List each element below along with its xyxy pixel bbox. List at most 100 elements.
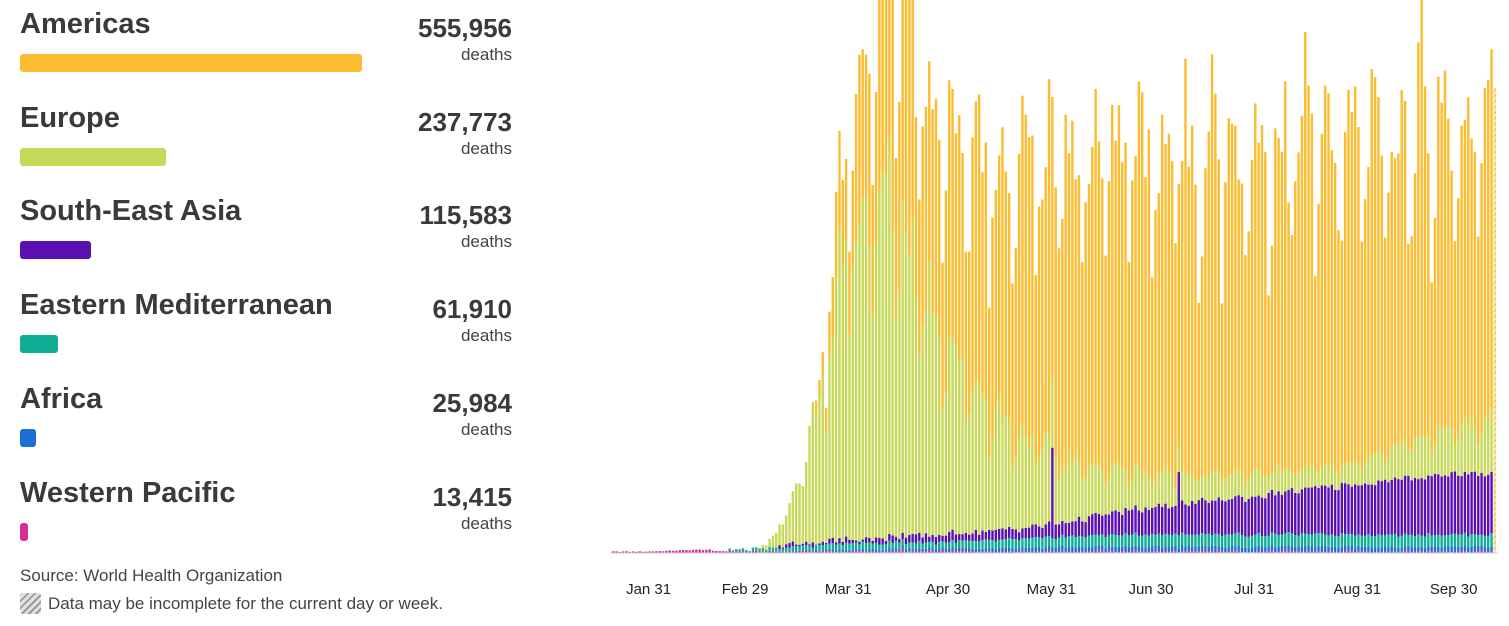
bar-segment bbox=[1250, 496, 1254, 536]
bar-segment bbox=[1131, 534, 1134, 547]
region-bar bbox=[20, 241, 92, 259]
bar-segment bbox=[1234, 496, 1237, 534]
bar-segment bbox=[824, 542, 828, 544]
bar-segment bbox=[1107, 550, 1111, 553]
bar-segment bbox=[818, 545, 821, 551]
region-africa[interactable]: Africa 25,984 deaths bbox=[20, 375, 515, 465]
bar-segment bbox=[1493, 551, 1497, 553]
bar-segment bbox=[1224, 182, 1227, 479]
bar-segment bbox=[778, 549, 781, 552]
bar-segment bbox=[1187, 534, 1190, 546]
bar-segment bbox=[1457, 546, 1460, 552]
bar-segment bbox=[1137, 546, 1141, 552]
bar-segment bbox=[991, 547, 994, 552]
bar-segment bbox=[1417, 479, 1420, 535]
bar-segment bbox=[1443, 546, 1447, 552]
region-europe[interactable]: Europe 237,773 deaths bbox=[20, 94, 515, 184]
bar-segment bbox=[1167, 471, 1171, 509]
bar-segment bbox=[708, 549, 711, 553]
bar-segment bbox=[821, 375, 825, 542]
bar-segment bbox=[1403, 533, 1407, 547]
bar-segment bbox=[1074, 521, 1077, 538]
bar-segment bbox=[1447, 118, 1450, 427]
bar-segment bbox=[1034, 537, 1037, 547]
bar-segment bbox=[1450, 472, 1453, 534]
bar-segment bbox=[1417, 534, 1420, 547]
bar-segment bbox=[831, 551, 834, 553]
bar-segment bbox=[934, 550, 938, 553]
bar-segment bbox=[1197, 534, 1200, 547]
bar-segment bbox=[758, 547, 761, 549]
x-tick-label: Jul 31 bbox=[1234, 581, 1274, 598]
bar-segment bbox=[884, 0, 888, 175]
bar-segment bbox=[1430, 551, 1433, 553]
bar-segment bbox=[1280, 545, 1284, 552]
bar-segment bbox=[1031, 537, 1034, 548]
bar-segment bbox=[1137, 510, 1141, 536]
bar-segment bbox=[1220, 546, 1224, 552]
region-south-east-asia[interactable]: South-East Asia 115,583 deaths bbox=[20, 187, 515, 277]
bar-segment bbox=[831, 543, 834, 550]
bar-segment bbox=[1463, 471, 1467, 533]
bar-segment bbox=[1207, 546, 1210, 552]
bar-segment bbox=[958, 534, 961, 540]
bar-segment bbox=[1210, 535, 1214, 546]
bar-segment bbox=[1141, 478, 1144, 513]
bar-segment bbox=[1180, 545, 1184, 552]
bar-segment bbox=[1420, 551, 1423, 553]
bar-segment bbox=[678, 550, 681, 553]
bar-segment bbox=[984, 547, 988, 551]
region-americas[interactable]: Americas 555,956 deaths bbox=[20, 0, 515, 90]
bar-segment bbox=[1423, 479, 1427, 537]
bar-segment bbox=[1473, 551, 1477, 553]
bar-segment bbox=[1287, 202, 1290, 471]
bar-segment bbox=[1307, 534, 1310, 546]
bar-segment bbox=[655, 551, 658, 553]
bar-segment bbox=[1370, 484, 1373, 536]
bar-segment bbox=[908, 255, 911, 536]
bar-segment bbox=[1160, 547, 1164, 552]
bar-segment bbox=[1001, 551, 1004, 553]
bar-segment bbox=[1453, 551, 1457, 553]
bar-segment bbox=[824, 408, 828, 431]
bar-segment bbox=[997, 155, 1001, 395]
bar-segment bbox=[977, 94, 981, 383]
bar-segment bbox=[1197, 481, 1200, 501]
bar-segment bbox=[1154, 551, 1157, 553]
region-eastern-mediterranean[interactable]: Eastern Mediterranean 61,910 deaths bbox=[20, 281, 515, 371]
bar-segment bbox=[961, 551, 964, 553]
bar-segment bbox=[1071, 521, 1074, 536]
bar-segment bbox=[838, 551, 841, 553]
bar-segment bbox=[1493, 472, 1497, 535]
bar-segment bbox=[1061, 545, 1064, 551]
bar-segment bbox=[1174, 505, 1177, 534]
bar-segment bbox=[1274, 547, 1277, 553]
bar-segment bbox=[1154, 478, 1157, 508]
bar-segment bbox=[848, 251, 851, 335]
bar-segment bbox=[1101, 550, 1104, 553]
bar-segment bbox=[1237, 179, 1240, 470]
bar-segment bbox=[971, 533, 974, 542]
bar-segment bbox=[1257, 551, 1260, 553]
bar-segment bbox=[1367, 551, 1370, 553]
bar-segment bbox=[1014, 548, 1017, 553]
bar-segment bbox=[1304, 487, 1307, 534]
bar-segment bbox=[1007, 551, 1011, 553]
bar-segment bbox=[1300, 115, 1304, 470]
bar-segment bbox=[1170, 475, 1174, 507]
bar-segment bbox=[1400, 479, 1403, 536]
bar-segment bbox=[1274, 495, 1277, 534]
bar-segment bbox=[1294, 535, 1297, 547]
region-bar bbox=[20, 429, 36, 447]
bar-segment bbox=[1467, 536, 1470, 548]
bar-segment bbox=[1477, 475, 1480, 535]
bar-segment bbox=[1200, 551, 1204, 553]
bar-segment bbox=[987, 307, 991, 457]
bar-segment bbox=[1237, 532, 1240, 546]
region-western-pacific[interactable]: Western Pacific 13,415 deaths bbox=[20, 469, 515, 559]
bar-segment bbox=[838, 130, 841, 227]
bar-segment bbox=[1017, 540, 1021, 549]
bar-segment bbox=[1230, 550, 1234, 553]
bar-segment bbox=[725, 551, 728, 553]
bar-segment bbox=[1350, 534, 1354, 546]
